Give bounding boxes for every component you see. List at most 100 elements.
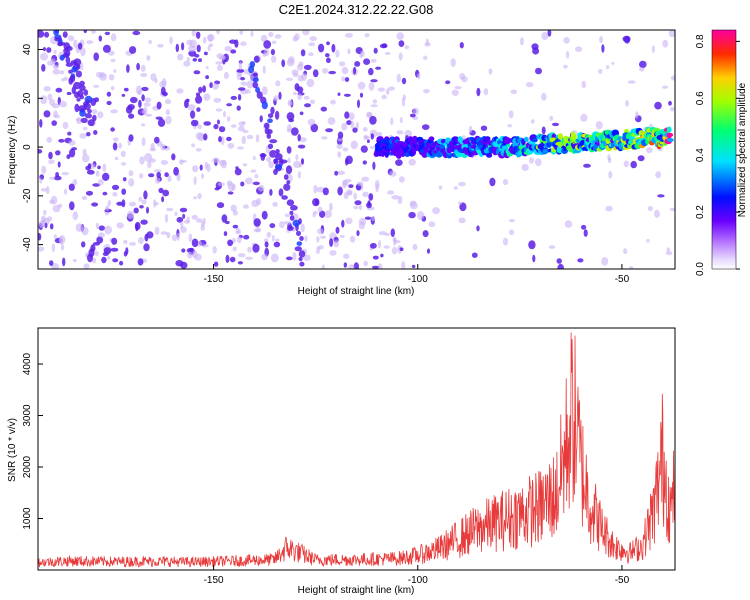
streak-speck <box>87 109 92 114</box>
spectrogram-speck <box>177 53 184 61</box>
spectrogram-speck <box>68 139 76 146</box>
streak-speck <box>68 77 73 85</box>
spectrogram-speck <box>146 55 151 61</box>
spectrogram-speck <box>223 71 229 80</box>
spectrogram-speck <box>123 239 128 245</box>
spectrogram-speck <box>316 186 325 193</box>
spectrogram-speck <box>68 183 75 191</box>
spectrogram-speck <box>668 100 672 106</box>
spectrogram-speck <box>59 70 65 75</box>
streak-speck <box>286 180 291 185</box>
spectrogram-speck <box>214 187 220 191</box>
streak-speck <box>266 133 272 139</box>
streak-speck <box>273 158 279 165</box>
streak-speck <box>79 80 85 86</box>
spectrogram-speck <box>83 126 88 131</box>
spectrogram-speck <box>48 159 55 165</box>
spectrogram-speck <box>293 160 302 168</box>
spectrogram-speck <box>326 41 330 46</box>
spectrogram-speck <box>647 205 653 212</box>
spectrogram-speck <box>637 155 645 162</box>
spectrogram-speck <box>42 47 47 52</box>
streak-speck <box>92 114 97 122</box>
spectrogram-speck <box>426 248 431 254</box>
spectrogram-speck <box>217 119 220 125</box>
spectrogram-speck <box>112 137 119 142</box>
ridge-speck <box>557 133 564 140</box>
spectrogram-speck <box>72 258 77 263</box>
spectrogram-speck <box>344 77 350 82</box>
spectrogram-speck <box>138 99 142 108</box>
spectrogram-speck <box>344 33 353 38</box>
spectrogram-speck <box>215 61 223 65</box>
spectrogram-speck <box>476 225 480 232</box>
spectrogram-speck <box>51 120 57 126</box>
spectrogram-speck <box>108 74 115 81</box>
ridge-speck <box>628 135 635 141</box>
spectrogram-speck <box>353 192 358 200</box>
spectrogram-speck <box>370 133 374 140</box>
spectrogram-speck <box>176 88 184 94</box>
spectrogram-speck <box>55 87 63 93</box>
spectrogram-speck <box>318 43 325 53</box>
spectrogram-speck <box>286 128 292 133</box>
spectrogram-speck <box>223 231 228 237</box>
spectrogram-speck <box>216 202 225 209</box>
streak-speck <box>252 72 258 77</box>
spectrogram-speck <box>227 239 234 247</box>
spectrogram-speck <box>261 210 268 220</box>
spectrogram-speck <box>525 81 534 88</box>
streak-speck <box>299 236 304 241</box>
spectrogram-speck <box>175 43 179 53</box>
spectrogram-speck <box>199 164 203 171</box>
spectrogram-speck <box>238 61 243 71</box>
spectrogram-speck <box>79 62 84 71</box>
spectrogram-speck <box>391 246 398 255</box>
spectrogram-speck <box>247 246 252 253</box>
spectrogram-speck <box>147 160 152 169</box>
spectrogram-speck <box>329 238 334 247</box>
spectrogram-speck <box>378 263 383 269</box>
y-tick-label: 2000 <box>22 455 33 478</box>
spectrogram-speck <box>241 121 246 125</box>
spectrogram-speck <box>595 121 603 130</box>
spectrogram-speck <box>423 55 428 60</box>
spectrogram-speck <box>157 118 166 128</box>
spectrogram-speck <box>252 181 260 186</box>
spectrogram-speck <box>399 117 403 124</box>
spectrogram-speck <box>303 64 312 71</box>
spectrogram-speck <box>166 232 171 239</box>
spectrogram-speck <box>191 143 196 148</box>
spectrogram-speck <box>173 166 180 176</box>
spectrogram-speck <box>111 184 120 190</box>
spectrogram-speck <box>359 92 364 98</box>
spectrogram-speck <box>268 31 274 38</box>
spectrogram-speck <box>294 83 300 91</box>
spectrogram-speck <box>64 188 67 195</box>
snr-line <box>38 332 675 568</box>
spectrogram-speck <box>85 165 91 171</box>
spectrogram-speck <box>207 45 211 52</box>
spectrogram-speck <box>375 66 382 70</box>
spectrogram-speck <box>83 30 87 34</box>
spectrogram-speck <box>232 246 237 252</box>
spectrogram-speck <box>132 30 141 36</box>
spectrogram-speck <box>75 223 84 232</box>
spectrogram-speck <box>566 50 570 59</box>
spectrogram-speck <box>186 39 193 46</box>
spectrogram-speck <box>520 37 524 46</box>
spectrogram-speck <box>216 53 224 59</box>
spectrogram-speck <box>376 131 383 137</box>
streak-speck <box>267 118 273 123</box>
spectrogram-speck <box>366 112 373 117</box>
ridge-speck <box>428 136 435 141</box>
spectrogram-speck <box>108 50 115 56</box>
spectrogram-speck <box>216 30 221 35</box>
spectrogram-speck <box>625 100 629 107</box>
spectrogram-speck <box>583 229 588 237</box>
spectrogram-speck <box>128 170 134 177</box>
spectrogram-speck <box>194 54 200 58</box>
streak-speck <box>252 77 259 83</box>
streak-speck <box>296 230 301 236</box>
spectrogram-speck <box>69 201 75 211</box>
